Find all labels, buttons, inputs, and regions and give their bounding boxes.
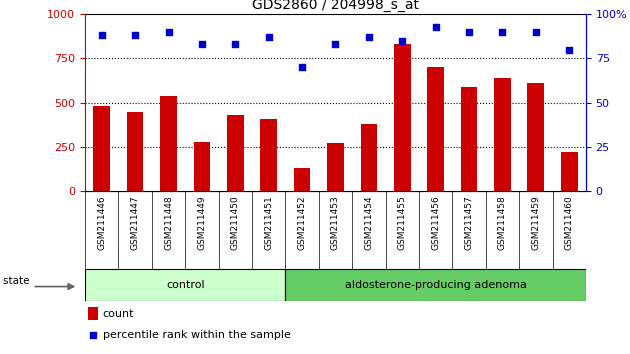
Point [464,29,474,35]
Point [164,29,174,35]
Bar [260,119,277,191]
Point [397,38,407,44]
Point [231,41,241,47]
Text: percentile rank within the sample: percentile rank within the sample [103,330,290,341]
Bar [85,269,285,301]
Text: GSM211448: GSM211448 [164,195,173,250]
Point [530,29,541,35]
Bar [527,83,544,191]
Bar [394,44,411,191]
Text: GSM211452: GSM211452 [297,195,307,250]
Bar [461,87,478,191]
Point [88,333,98,338]
Point [498,29,508,35]
Point [364,34,374,40]
Bar [127,112,144,191]
Text: aldosterone-producing adenoma: aldosterone-producing adenoma [345,280,527,290]
Point [97,33,107,38]
Bar [227,115,244,191]
Bar [294,168,311,191]
Text: disease state: disease state [0,276,30,286]
Text: GSM211450: GSM211450 [231,195,240,250]
Title: GDS2860 / 204998_s_at: GDS2860 / 204998_s_at [252,0,419,12]
Text: GSM211460: GSM211460 [564,195,574,250]
Point [331,41,341,47]
Bar [327,143,344,191]
Bar [88,307,98,320]
Bar [494,78,511,191]
Text: count: count [103,309,134,319]
Bar [193,142,210,191]
Text: GSM211458: GSM211458 [498,195,507,250]
Text: GSM211455: GSM211455 [398,195,407,250]
Bar [285,269,586,301]
Bar [360,124,377,191]
Text: GSM211449: GSM211449 [197,195,207,250]
Bar [93,106,110,191]
Point [431,24,441,29]
Text: control: control [166,280,205,290]
Text: GSM211456: GSM211456 [431,195,440,250]
Text: GSM211454: GSM211454 [364,195,374,250]
Text: GSM211446: GSM211446 [97,195,106,250]
Point [130,33,140,38]
Point [263,34,273,40]
Point [297,64,307,70]
Text: GSM211453: GSM211453 [331,195,340,250]
Text: GSM211451: GSM211451 [264,195,273,250]
Text: GSM211459: GSM211459 [531,195,541,250]
Bar [427,67,444,191]
Point [197,41,207,47]
Text: GSM211457: GSM211457 [464,195,474,250]
Bar [160,96,177,191]
Text: GSM211447: GSM211447 [130,195,140,250]
Bar [561,152,578,191]
Point [564,47,575,52]
